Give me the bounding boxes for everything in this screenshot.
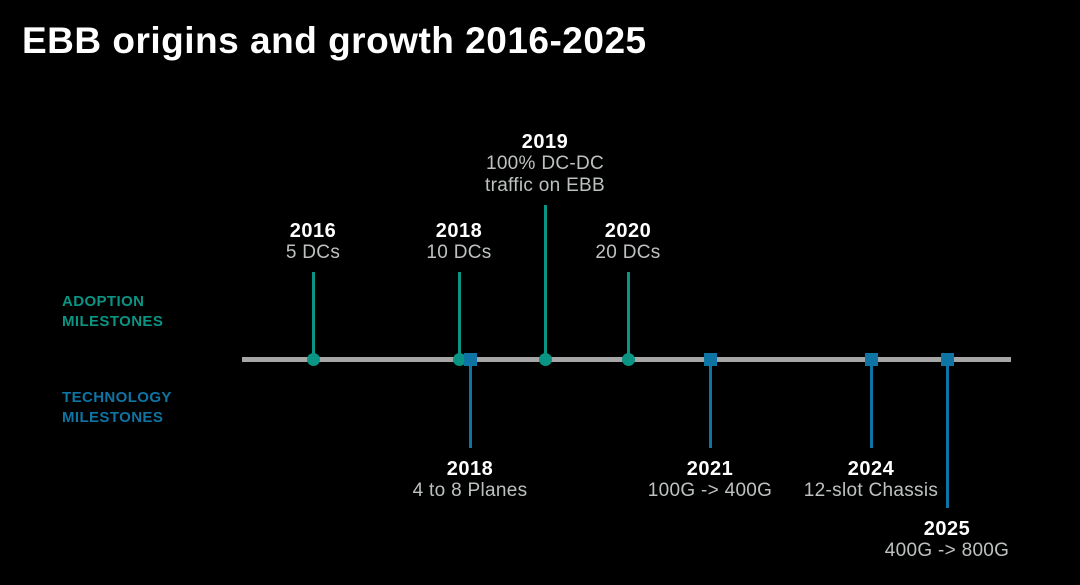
milestone-description: 12-slot Chassis [803,480,939,501]
milestone-year: 2019 [521,131,569,153]
technology-milestone-marker-2021 [703,353,717,366]
technology-milestone-stem-2021 [708,359,712,448]
adoption-milestone-stem-2018 [457,272,461,360]
milestone-year: 2025 [923,518,971,540]
technology-milestone-marker-2018 [463,353,477,366]
milestone-year: 2021 [686,458,734,480]
adoption-milestone-marker-2018 [452,353,466,366]
technology-milestone-stem-2025 [945,359,949,508]
adoption-milestone-stem-2019 [543,205,547,360]
milestone-year: 2024 [847,458,895,480]
technology-milestone-label-2024: 2024 12-slot Chassis [751,458,991,502]
adoption-milestone-marker-2016 [306,353,320,366]
adoption-milestone-marker-2020 [621,353,635,366]
adoption-milestones-row-label: ADOPTION MILESTONES [62,292,163,332]
milestone-year: 2016 [289,220,337,242]
milestone-year: 2018 [435,220,483,242]
slide-title: EBB origins and growth 2016-2025 [22,20,647,61]
milestone-description: 20 DCs [595,242,661,263]
technology-milestone-stem-2024 [869,359,873,448]
technology-milestone-marker-2025 [940,353,954,366]
adoption-row-label-line2: MILESTONES [62,313,164,330]
milestone-year: 2020 [604,220,652,242]
adoption-milestone-stem-2016 [311,272,315,360]
milestone-description: 10 DCs [426,242,492,263]
technology-milestones-row-label: TECHNOLOGY MILESTONES [62,388,172,428]
adoption-milestone-label-2020: 2020 20 DCs [508,220,748,264]
adoption-milestone-label-2016: 2016 5 DCs [193,220,433,264]
milestone-description: 4 to 8 Planes [412,480,528,501]
milestone-description: 100% DC-DC [485,153,605,174]
adoption-milestone-marker-2019 [538,353,552,366]
technology-milestone-stem-2018 [468,359,472,448]
adoption-row-label-line1: ADOPTION [62,293,145,310]
technology-milestone-label-2025: 2025 400G -> 800G [827,518,1067,562]
technology-milestone-label-2018: 2018 4 to 8 Planes [350,458,590,502]
milestone-description: 400G -> 800G [884,540,1010,561]
adoption-milestone-label-2018: 2018 10 DCs [339,220,579,264]
milestone-year: 2018 [446,458,494,480]
milestone-description: 100G -> 400G [647,480,773,501]
technology-row-label-line1: TECHNOLOGY [62,389,172,406]
technology-row-label-line2: MILESTONES [62,409,164,426]
adoption-milestone-stem-2020 [626,272,630,360]
milestone-description: traffic on EBB [484,175,606,196]
technology-milestone-marker-2024 [864,353,878,366]
technology-milestone-label-2021: 2021 100G -> 400G [590,458,830,502]
adoption-milestone-label-2019: 2019 100% DC-DC traffic on EBB [425,131,665,197]
milestone-description: 5 DCs [285,242,341,263]
